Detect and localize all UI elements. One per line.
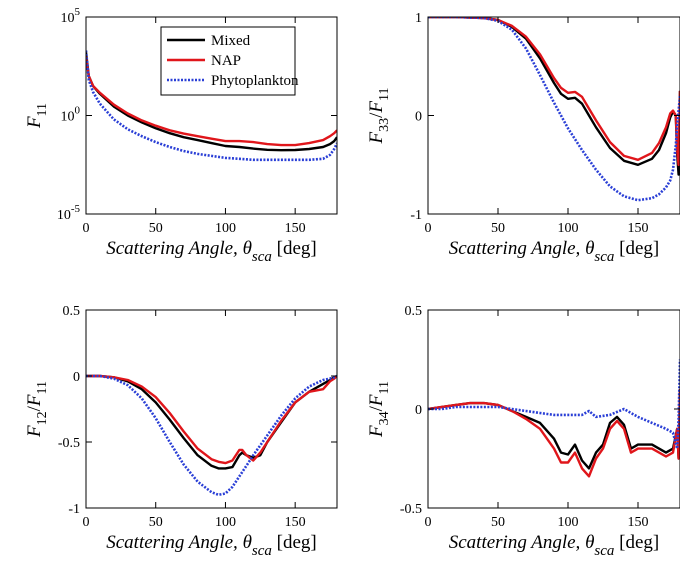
x-tick-label: 100 xyxy=(558,515,579,530)
x-tick-label: 50 xyxy=(491,221,505,236)
x-axis-label: Scattering Angle, θsca [deg] xyxy=(449,238,660,265)
x-axis-label: Scattering Angle, θsca [deg] xyxy=(106,238,317,265)
chart-panel-f11: 0 50 100 150 10-5 100 105 Scattering Angle, θsc… xyxy=(24,6,338,265)
x-tick-label: 100 xyxy=(558,221,579,236)
series-line-nap xyxy=(86,56,337,147)
y-tick-label: 0 xyxy=(415,110,422,125)
axes-frame xyxy=(427,309,680,509)
x-tick-label: 50 xyxy=(149,221,163,236)
legend-label-nap: NAP xyxy=(211,53,241,69)
x-tick-label: 50 xyxy=(491,515,505,530)
series-line-nap xyxy=(86,374,337,465)
series-group xyxy=(86,50,337,162)
x-axis-label: Scattering Angle, θsca [deg] xyxy=(106,532,317,559)
series-line-mixed xyxy=(86,374,337,470)
y-tick-label: 0 xyxy=(73,370,80,385)
x-tick-label: 150 xyxy=(628,515,649,530)
series-line-phytoplankton xyxy=(428,359,680,450)
x-tick-label: 0 xyxy=(83,221,90,236)
series-line-phytoplankton xyxy=(86,374,337,497)
series-line-mixed xyxy=(428,389,680,470)
y-axis-label: F33/F11 xyxy=(366,88,392,145)
y-tick-label: -0.5 xyxy=(400,502,422,517)
y-tick-label: 10-5 xyxy=(57,203,81,223)
x-tick-label: 0 xyxy=(425,515,432,530)
x-tick-label: 150 xyxy=(285,221,306,236)
y-tick-label: -0.5 xyxy=(58,436,80,451)
legend-label-mixed: Mixed xyxy=(211,33,251,49)
chart-panel-f12: 0 50 100 150 -1 -0.5 0 0.5 Scattering Angle, θsc… xyxy=(24,304,338,559)
y-tick-label: -1 xyxy=(68,502,80,517)
y-tick-label: 105 xyxy=(61,6,81,26)
x-tick-label: 0 xyxy=(425,221,432,236)
series-line-phytoplankton xyxy=(428,17,680,202)
x-tick-label: 0 xyxy=(83,515,90,530)
axes-frame xyxy=(427,16,680,215)
legend-label-phytoplankton: Phytoplankton xyxy=(211,73,299,89)
series-group xyxy=(428,17,680,202)
series-group xyxy=(86,374,337,497)
legend: Mixed NAP Phytoplankton xyxy=(160,26,299,96)
x-axis-label: Scattering Angle, θsca [deg] xyxy=(449,532,660,559)
series-line-mixed xyxy=(428,17,680,176)
series-line-nap xyxy=(428,17,680,167)
series-line-mixed xyxy=(86,52,337,152)
y-axis-label: F11 xyxy=(24,103,50,129)
y-tick-label: 0.5 xyxy=(405,304,423,319)
y-tick-label: -1 xyxy=(410,208,422,223)
x-tick-label: 150 xyxy=(285,515,306,530)
series-line-nap xyxy=(428,389,680,478)
y-tick-label: 0.5 xyxy=(63,304,81,319)
y-tick-label: 1 xyxy=(415,11,422,26)
y-tick-label: 0 xyxy=(415,403,422,418)
series-group xyxy=(428,359,680,478)
y-axis-label: F12/F11 xyxy=(24,381,50,438)
x-tick-label: 50 xyxy=(149,515,163,530)
y-axis-label: F34/F11 xyxy=(366,381,392,438)
axes-frame xyxy=(85,309,338,509)
x-tick-label: 100 xyxy=(215,221,236,236)
series-line-phytoplankton xyxy=(86,50,337,162)
legend-box xyxy=(160,26,296,96)
x-tick-label: 100 xyxy=(215,515,236,530)
y-tick-label: 100 xyxy=(61,105,81,125)
x-tick-label: 150 xyxy=(628,221,649,236)
